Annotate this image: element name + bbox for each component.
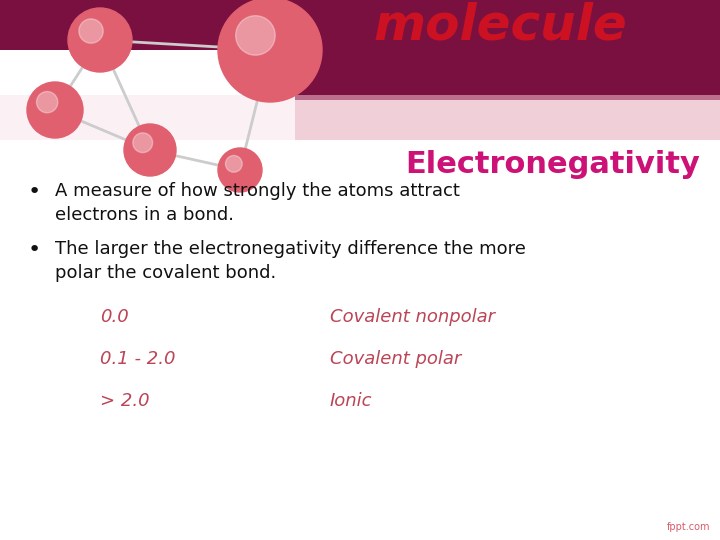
Text: A measure of how strongly the atoms attract: A measure of how strongly the atoms attr…	[55, 182, 460, 200]
Text: Covalent polar: Covalent polar	[330, 350, 462, 368]
Text: Ionic: Ionic	[330, 392, 372, 410]
Text: electrons in a bond.: electrons in a bond.	[55, 206, 234, 224]
Text: 0.0: 0.0	[100, 308, 129, 326]
Bar	[0, 95, 295, 140]
Circle shape	[37, 91, 58, 113]
Circle shape	[225, 156, 242, 172]
Text: Electronegativity: Electronegativity	[405, 150, 700, 179]
Text: > 2.0: > 2.0	[100, 392, 150, 410]
Text: 0.1 - 2.0: 0.1 - 2.0	[100, 350, 176, 368]
Text: Covalent nonpolar: Covalent nonpolar	[330, 308, 495, 326]
Bar	[295, 0, 720, 100]
Circle shape	[79, 19, 103, 43]
Circle shape	[133, 133, 153, 153]
Circle shape	[218, 0, 322, 102]
Text: The larger the electronegativity difference the more: The larger the electronegativity differe…	[55, 240, 526, 258]
Text: •: •	[28, 182, 41, 202]
Circle shape	[27, 82, 83, 138]
Circle shape	[124, 124, 176, 176]
Circle shape	[218, 148, 262, 192]
Bar	[0, 0, 720, 50]
Text: •: •	[28, 240, 41, 260]
Bar	[295, 95, 720, 140]
Circle shape	[68, 8, 132, 72]
Circle shape	[235, 16, 275, 55]
Text: fppt.com: fppt.com	[667, 522, 710, 532]
Text: molecule: molecule	[373, 1, 627, 49]
Text: polar the covalent bond.: polar the covalent bond.	[55, 264, 276, 282]
